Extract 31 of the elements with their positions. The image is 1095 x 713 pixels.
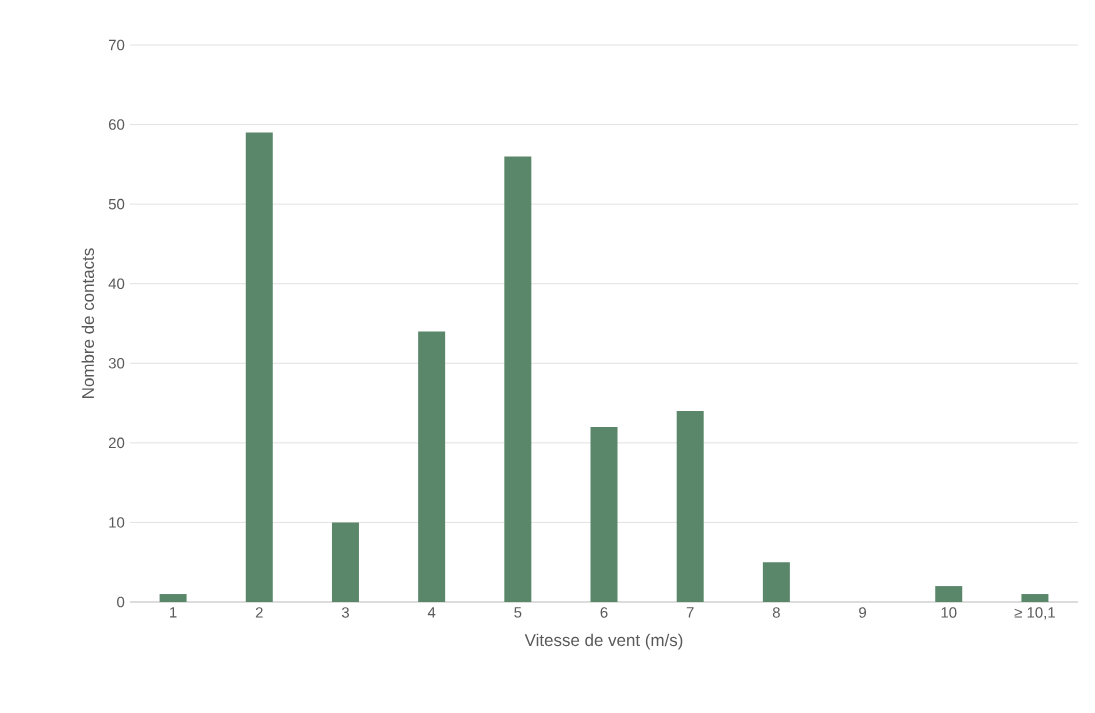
bar — [762, 562, 790, 602]
y-tick-label: 50 — [108, 198, 125, 210]
y-tick-label: 40 — [108, 278, 125, 289]
y-tick-label: 70 — [108, 39, 125, 51]
x-tick-label: 9 — [859, 607, 866, 618]
bar — [159, 594, 187, 602]
bar — [676, 411, 704, 602]
bar — [935, 586, 963, 602]
bar — [331, 522, 359, 602]
x-tick-label: 3 — [341, 607, 349, 618]
x-tick-label: 8 — [772, 607, 780, 618]
y-tick-label: 10 — [109, 517, 125, 528]
x-tick-label: 2 — [255, 607, 263, 618]
bar — [245, 132, 273, 602]
x-tick-label: ≥ 10,1 — [1014, 607, 1055, 620]
x-tick-label: 4 — [427, 607, 436, 618]
bar — [1021, 594, 1049, 602]
y-tick-label: 20 — [108, 437, 125, 449]
y-tick-label: 0 — [117, 596, 125, 608]
bar — [504, 156, 532, 602]
x-tick-label: 5 — [514, 607, 522, 618]
x-tick-label: 7 — [686, 607, 694, 618]
bar — [590, 426, 618, 602]
x-tick-label: 10 — [941, 607, 957, 618]
x-tick-label: 6 — [600, 607, 608, 618]
y-axis-title: Nombre de contacts — [81, 248, 95, 398]
y-tick-label: 60 — [108, 119, 125, 130]
x-tick-label: 1 — [170, 607, 177, 618]
y-tick-label: 30 — [108, 357, 125, 369]
bar — [418, 331, 446, 602]
x-axis-title: Vitesse de vent (m/s) — [524, 633, 683, 650]
